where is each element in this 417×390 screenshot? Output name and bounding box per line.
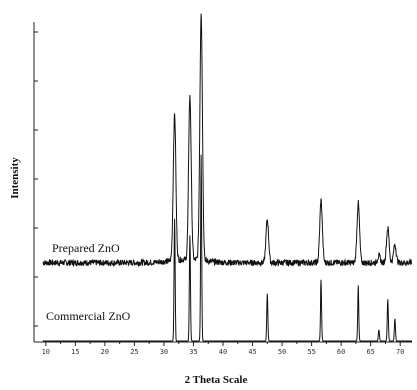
x-axis-ticks: 10 15 20 25 30 35 40 45 50 55 60 65 70: [42, 342, 404, 356]
x-tick-label: 55: [307, 348, 315, 356]
trace-commercial-zno: [42, 154, 412, 342]
series-traces: [42, 13, 413, 342]
series-label-commercial: Commercial ZnO: [46, 309, 131, 323]
trace-prepared-zno: [42, 13, 413, 268]
x-tick-label: 50: [278, 348, 286, 356]
y-axis-title: Intensity: [9, 157, 21, 199]
x-tick-label: 10: [42, 348, 50, 356]
x-tick-label: 45: [248, 348, 256, 356]
series-label-prepared: Prepared ZnO: [52, 241, 120, 255]
x-tick-label: 70: [396, 348, 404, 356]
x-axis-title: 2 Theta Scale: [185, 374, 248, 386]
x-tick-label: 40: [219, 348, 227, 356]
y-axis-ticks: [34, 31, 38, 327]
x-tick-label: 65: [366, 348, 374, 356]
x-tick-label: 15: [71, 348, 79, 356]
x-tick-label: 35: [189, 348, 197, 356]
x-tick-label: 25: [130, 348, 138, 356]
x-tick-label: 30: [160, 348, 168, 356]
x-tick-label: 60: [337, 348, 345, 356]
x-tick-label: 20: [101, 348, 109, 356]
